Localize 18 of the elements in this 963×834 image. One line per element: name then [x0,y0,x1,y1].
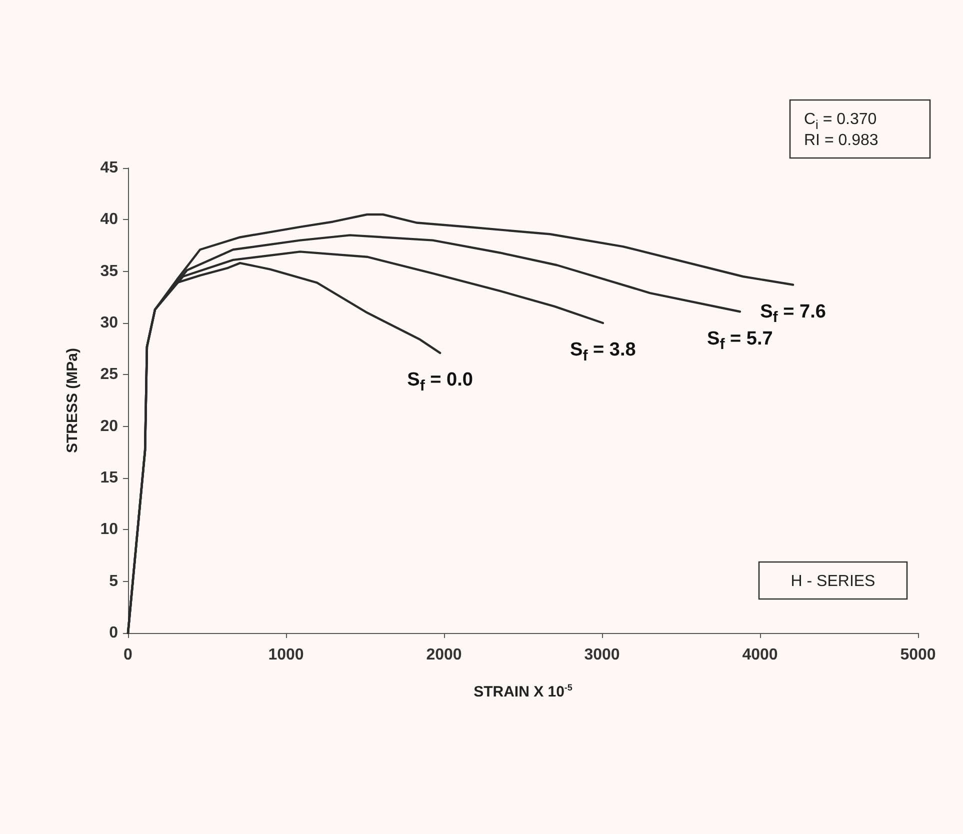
y-tick-label: 5 [109,572,118,590]
x-tick-label: 0 [124,646,133,664]
x-tick-label: 5000 [900,646,936,664]
y-tick-label: 45 [100,160,118,176]
y-tick-label: 35 [100,262,118,280]
y-tick-label: 10 [100,521,118,538]
y-tick-label: 15 [100,470,118,486]
y-axis-title: STRESS (MPa) [64,348,81,454]
y-tick-label: 30 [100,314,118,332]
x-tick-label: 1000 [268,646,304,664]
y-tick-label: 20 [100,418,118,435]
x-tick-label: 4000 [742,646,778,664]
x-tick-label: 3000 [584,646,620,664]
x-tick-label: 2000 [426,646,462,664]
y-tick-label: 25 [100,366,118,384]
y-tick-label: 0 [109,624,118,642]
y-tick-label: 40 [100,211,118,228]
annotation: H - SERIES [790,573,876,590]
